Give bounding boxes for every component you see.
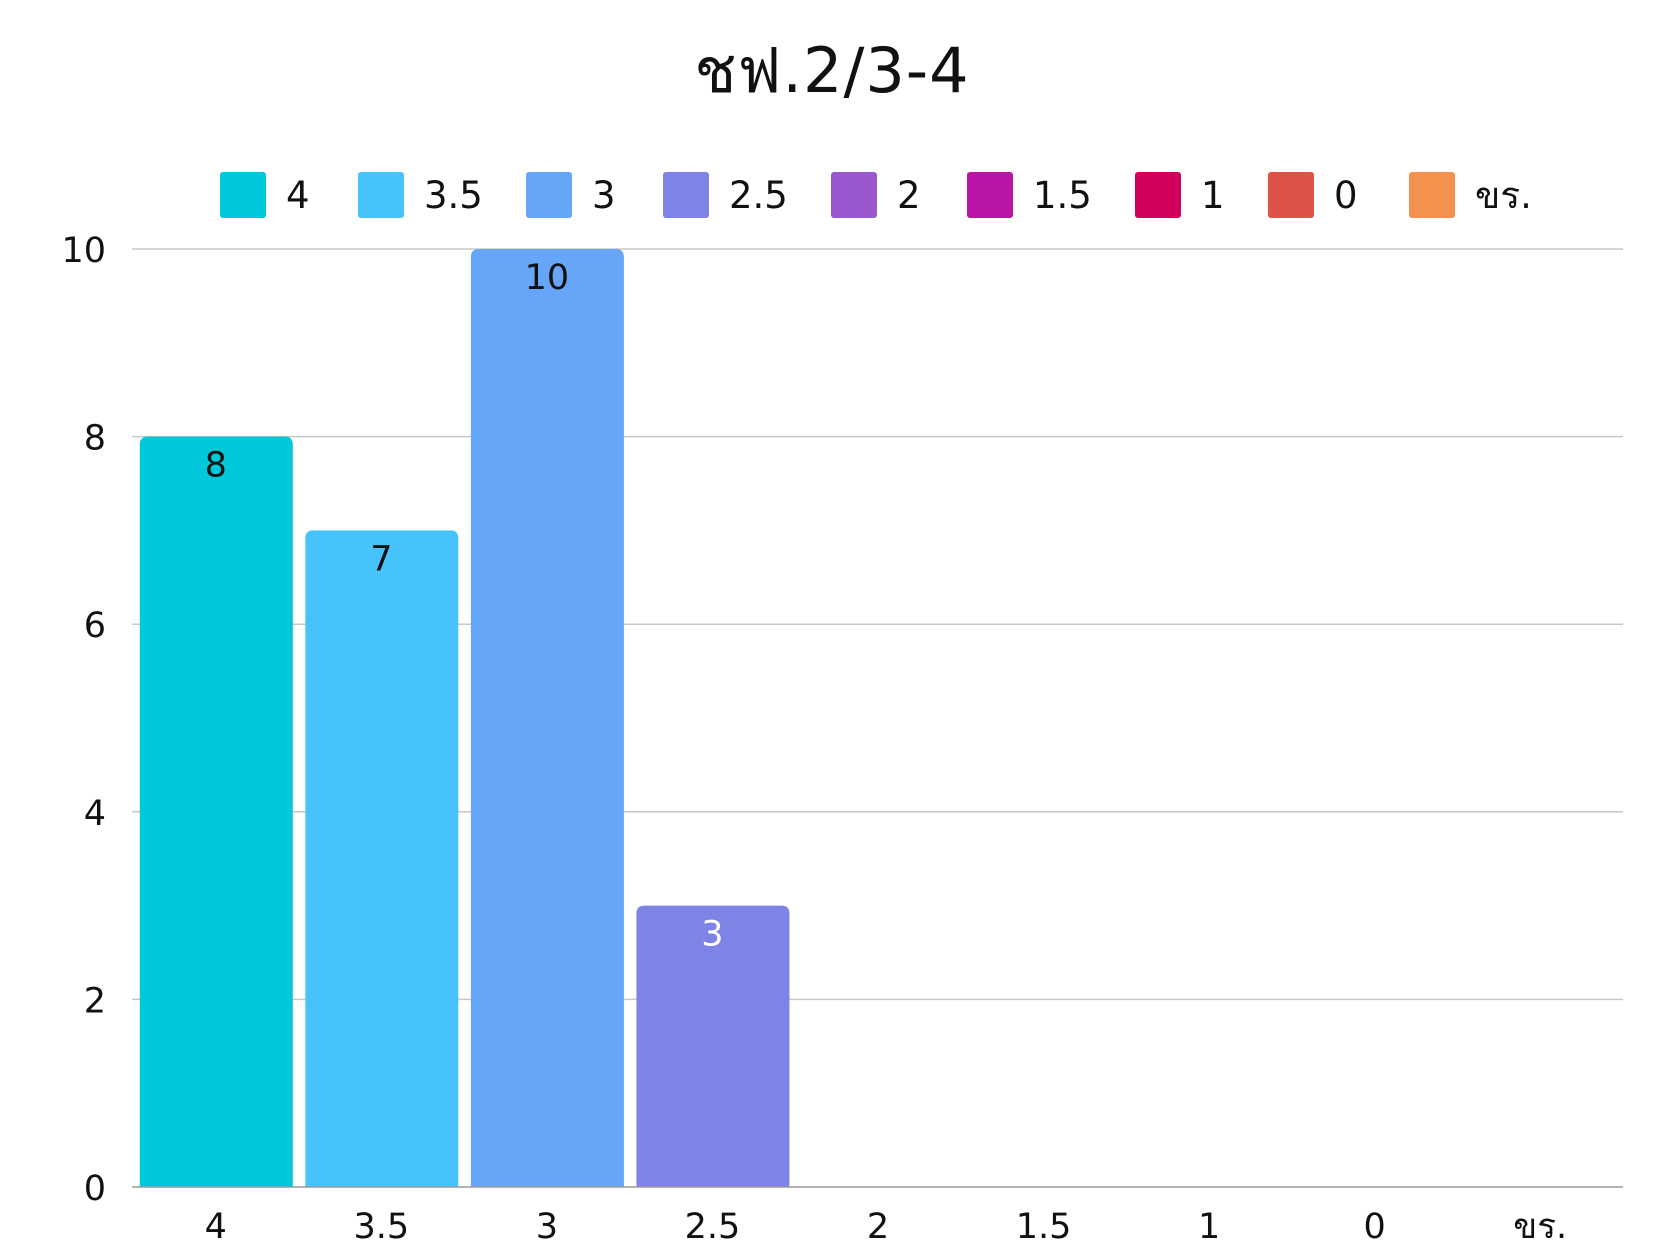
- legend-swatch: [1268, 172, 1314, 218]
- legend-swatch: [220, 172, 266, 218]
- bar: [305, 530, 459, 1187]
- legend-label: 3.5: [424, 173, 483, 217]
- legend-item: 3.5: [358, 168, 483, 222]
- legend-item: 2: [831, 168, 921, 222]
- x-tick-label: 1.5: [1016, 1207, 1072, 1247]
- legend-item: ขร.: [1409, 168, 1532, 222]
- legend-item: 1: [1135, 168, 1225, 222]
- legend-swatch: [831, 172, 877, 218]
- x-tick-label: 3: [536, 1207, 558, 1247]
- legend-label: 2.5: [729, 173, 788, 217]
- legend-label: 2: [897, 173, 921, 217]
- legend-swatch: [526, 172, 572, 218]
- x-tick-label: 2.5: [685, 1207, 741, 1247]
- legend-label: 4: [286, 173, 310, 217]
- x-tick-label: 2: [867, 1207, 889, 1247]
- legend-item: 2.5: [663, 168, 788, 222]
- y-tick-label: 8: [84, 419, 106, 459]
- y-tick-label: 4: [84, 794, 106, 834]
- data-label: 10: [525, 258, 570, 298]
- legend-swatch: [1135, 172, 1181, 218]
- bar: [636, 905, 790, 1187]
- y-tick-label: 0: [84, 1169, 106, 1209]
- data-label: 3: [701, 915, 723, 955]
- legend-item: 4: [220, 168, 310, 222]
- legend-label: ขร.: [1475, 173, 1532, 217]
- legend-swatch: [1409, 172, 1455, 218]
- legend-swatch: [663, 172, 709, 218]
- chart-title: ชฟ.2/3-4: [694, 34, 970, 107]
- x-tick-label: 1: [1198, 1207, 1220, 1247]
- legend-swatch: [967, 172, 1013, 218]
- legend-item: 0: [1268, 168, 1358, 222]
- legend-swatch: [358, 172, 404, 218]
- data-label: 7: [370, 539, 392, 579]
- legend-label: 1: [1201, 173, 1225, 217]
- y-tick-label: 6: [84, 606, 106, 646]
- y-tick-label: 10: [61, 231, 106, 271]
- bar: [470, 249, 624, 1187]
- y-tick-label: 2: [84, 981, 106, 1021]
- legend-label: 0: [1334, 173, 1358, 217]
- x-tick-label: 3.5: [353, 1207, 409, 1247]
- x-tick-label: 4: [205, 1207, 227, 1247]
- legend-item: 1.5: [967, 168, 1092, 222]
- legend-item: 3: [526, 168, 616, 222]
- bar: [139, 436, 293, 1188]
- chart-legend: 4 3.5 3 2.5 2 1.5 1 0 ขร.: [0, 168, 1664, 222]
- data-label: 8: [205, 446, 227, 486]
- x-tick-label: ขร.: [1513, 1207, 1567, 1247]
- legend-label: 3: [592, 173, 616, 217]
- legend-label: 1.5: [1033, 173, 1092, 217]
- x-tick-label: 0: [1364, 1207, 1386, 1247]
